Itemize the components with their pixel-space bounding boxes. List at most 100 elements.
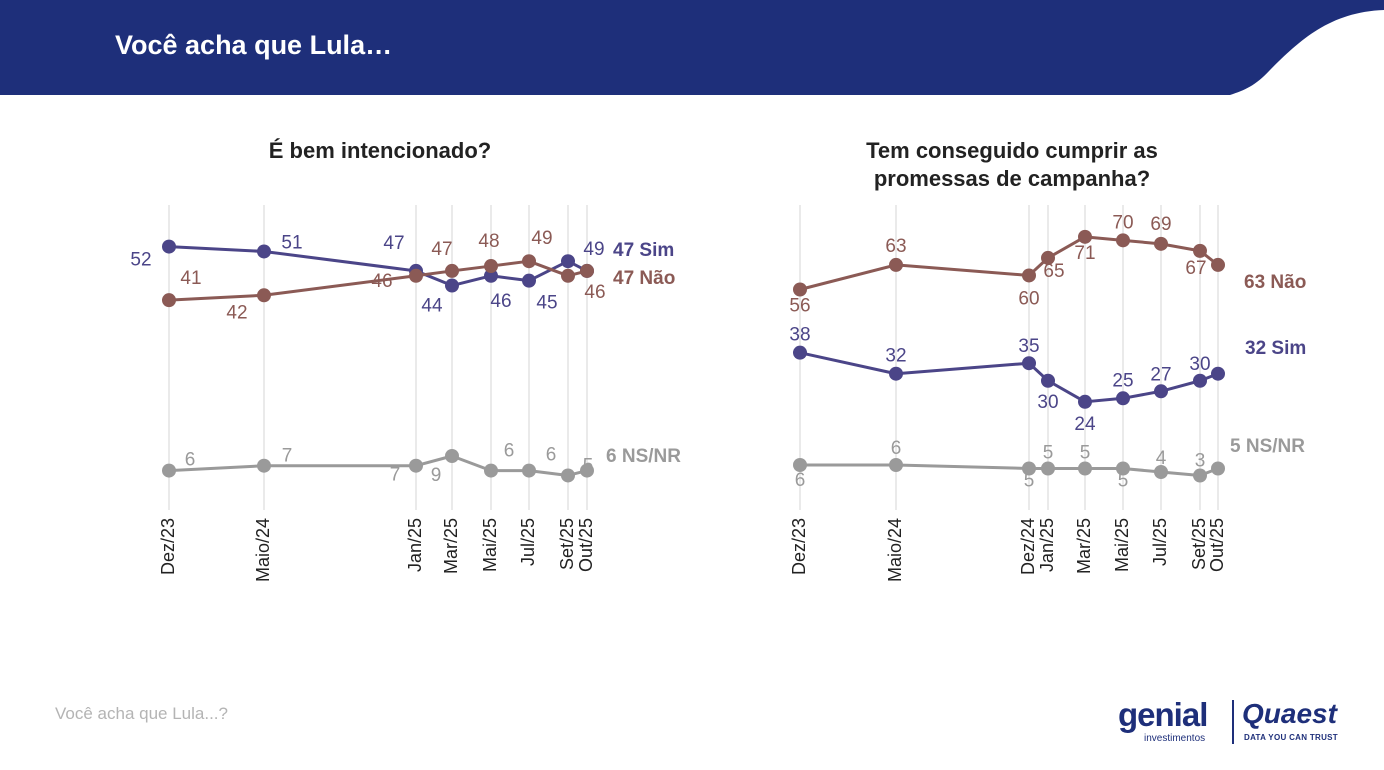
data-point (484, 268, 498, 283)
data-point (1116, 391, 1130, 406)
data-point (1211, 366, 1225, 381)
series-end-label: 6 NS/NR (606, 446, 681, 467)
data-label: 4 (1156, 448, 1167, 469)
x-tick-label: Jul/25 (1150, 518, 1170, 566)
data-label: 45 (536, 293, 557, 314)
data-point (162, 239, 176, 254)
series-end-label: 5 NS/NR (1230, 436, 1305, 457)
data-point (1154, 465, 1168, 480)
data-label: 38 (789, 325, 810, 346)
data-label: 47 (431, 239, 452, 260)
data-point (889, 257, 903, 272)
data-label: 24 (1074, 414, 1096, 435)
x-tick-label: Maio/24 (253, 518, 273, 582)
data-label: 71 (1074, 243, 1095, 264)
data-label: 42 (226, 302, 247, 323)
x-tick-label: Dez/24 (1018, 518, 1038, 575)
data-point (561, 468, 575, 483)
data-label: 7 (282, 446, 293, 467)
data-point (1211, 257, 1225, 272)
data-label: 6 (546, 445, 557, 466)
data-point (484, 463, 498, 478)
data-point (1078, 461, 1092, 476)
data-label: 56 (789, 296, 810, 317)
data-point (1193, 243, 1207, 258)
data-label: 41 (180, 268, 201, 289)
data-label: 25 (1112, 370, 1133, 391)
x-tick-label: Jul/25 (518, 518, 538, 566)
data-point (580, 263, 594, 278)
data-point (580, 463, 594, 478)
logo-divider (1232, 700, 1234, 744)
x-tick-label: Mar/25 (441, 518, 461, 574)
series-end-label: 47 Não (613, 268, 675, 289)
data-label: 69 (1150, 214, 1171, 235)
data-point (445, 448, 459, 463)
data-point (445, 263, 459, 278)
data-point (1078, 229, 1092, 244)
page-title: Você acha que Lula… (115, 30, 393, 60)
data-point (1041, 461, 1055, 476)
x-tick-label: Out/25 (576, 518, 596, 572)
data-label: 65 (1043, 261, 1064, 282)
data-label: 35 (1018, 336, 1039, 357)
series-end-label: 63 Não (1244, 272, 1306, 293)
data-label: 3 (1195, 451, 1206, 472)
data-point (522, 273, 536, 288)
data-point (1154, 236, 1168, 251)
data-point (1154, 384, 1168, 399)
data-point (1193, 373, 1207, 388)
quaest-logo-sub: DATA YOU CAN TRUST (1244, 733, 1338, 742)
genial-logo: genial (1118, 696, 1208, 733)
data-label: 63 (885, 236, 906, 257)
data-point (1022, 461, 1036, 476)
data-point (522, 463, 536, 478)
series-end-label: 32 Sim (1245, 338, 1306, 359)
data-label: 27 (1150, 364, 1171, 385)
x-tick-label: Mai/25 (480, 518, 500, 572)
x-tick-label: Set/25 (1189, 518, 1209, 570)
series-line (168, 245, 588, 288)
data-label: 51 (281, 232, 302, 253)
data-label: 60 (1018, 288, 1039, 309)
data-label: 44 (421, 296, 443, 317)
data-point (409, 268, 423, 283)
data-point (561, 268, 575, 283)
data-label: 70 (1112, 212, 1133, 233)
data-label: 6 (795, 470, 806, 491)
data-label: 32 (885, 346, 906, 367)
data-point (793, 282, 807, 297)
data-label: 7 (390, 465, 401, 486)
data-label: 30 (1037, 392, 1058, 413)
header-banner: Você acha que Lula… (0, 0, 1384, 95)
data-label: 5 (1080, 443, 1091, 464)
data-point (561, 254, 575, 269)
data-point (1041, 373, 1055, 388)
data-label: 30 (1189, 354, 1210, 375)
x-tick-label: Set/25 (557, 518, 577, 570)
data-label: 6 (504, 441, 515, 462)
data-label: 6 (185, 450, 196, 471)
data-point (257, 288, 271, 303)
genial-logo-sub: investimentos (1144, 733, 1206, 744)
data-point (889, 366, 903, 381)
data-point (889, 457, 903, 472)
data-point (484, 259, 498, 274)
data-point (1022, 356, 1036, 371)
data-point (445, 278, 459, 293)
data-point (1116, 233, 1130, 248)
data-point (1022, 268, 1036, 283)
data-label: 67 (1185, 258, 1206, 279)
x-tick-label: Mar/25 (1074, 518, 1094, 574)
data-label: 5 (1043, 443, 1054, 464)
x-tick-label: Jan/25 (1037, 518, 1057, 572)
data-point (162, 293, 176, 308)
header-background (0, 0, 1384, 95)
data-point (522, 254, 536, 269)
x-tick-label: Maio/24 (885, 518, 905, 582)
x-tick-label: Dez/23 (789, 518, 809, 575)
data-point (1116, 461, 1130, 476)
data-point (1041, 250, 1055, 265)
